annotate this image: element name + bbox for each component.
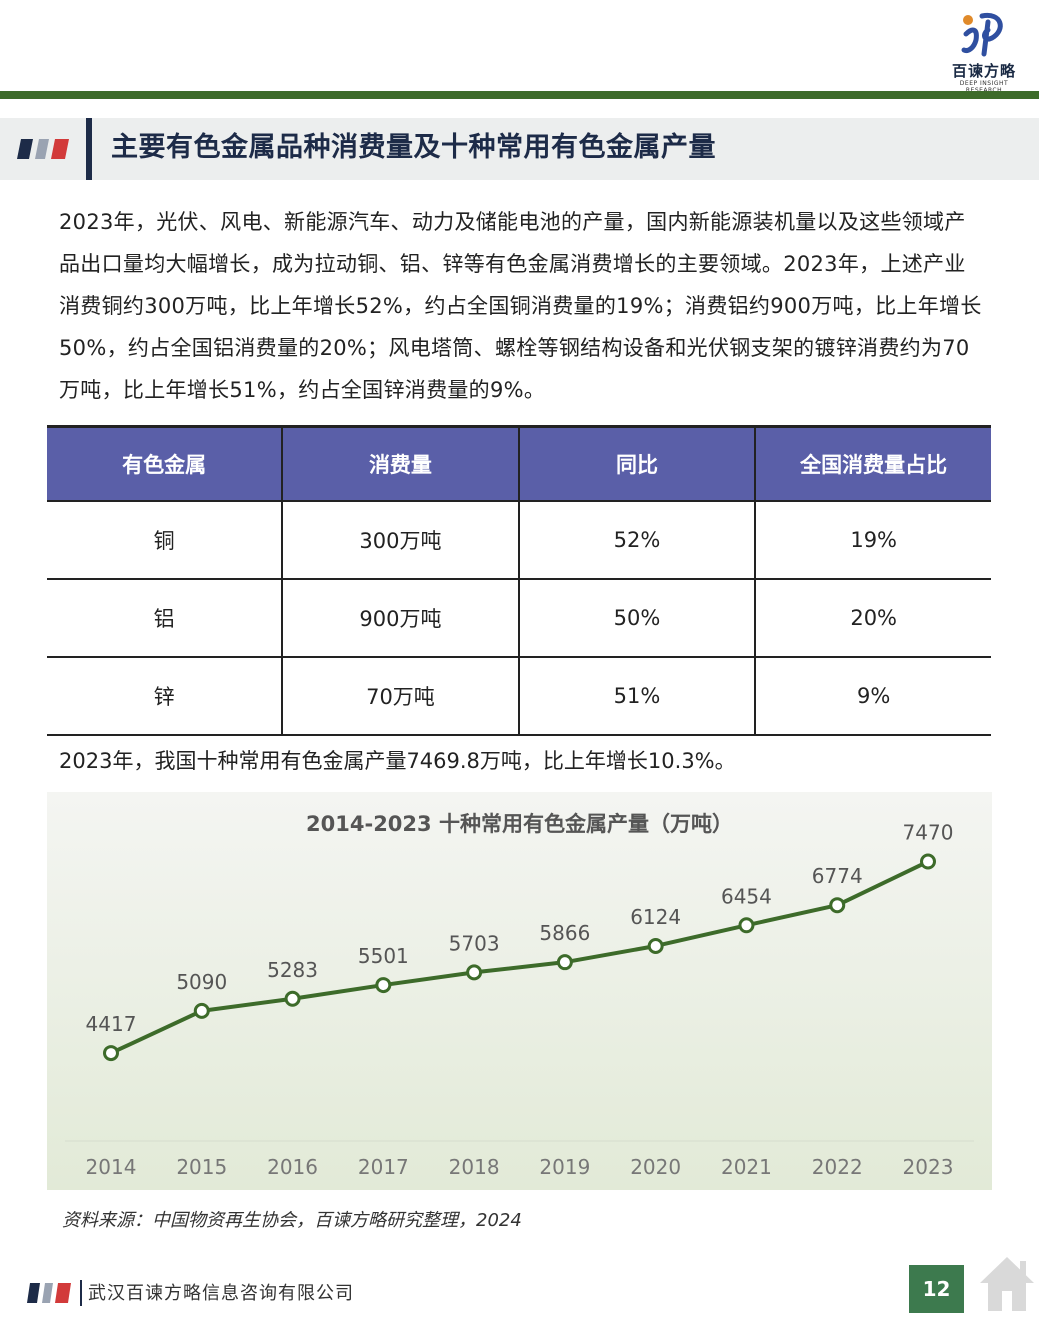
footer-flag-stripes-icon <box>27 1283 71 1303</box>
table-cell: 9% <box>755 657 991 736</box>
header-rule <box>0 91 1039 99</box>
logo-sub-text: DEEP INSIGHT RESEARCH <box>959 80 1009 94</box>
data-label: 6124 <box>630 905 681 929</box>
table-cell: 19% <box>755 501 991 580</box>
table-cell: 铝 <box>47 579 284 658</box>
table-cell: 20% <box>755 579 991 658</box>
data-point <box>647 937 664 954</box>
table-header-cell: 同比 <box>518 426 757 501</box>
chart-title: 2014-2023 十种常用有色金属产量（万吨） <box>306 812 733 836</box>
data-point <box>193 1002 210 1019</box>
table-header-row: 有色金属 消费量 同比 全国消费量占比 <box>47 426 991 501</box>
data-point <box>556 954 573 971</box>
page-title: 主要有色金属品种消费量及十种常用有色金属产量 <box>111 132 716 163</box>
table-cell: 300万吨 <box>282 501 520 580</box>
data-label: 5090 <box>176 970 227 994</box>
production-summary: 2023年，我国十种常用有色金属产量7469.8万吨，比上年增长10.3%。 <box>59 749 736 773</box>
table-cell: 52% <box>518 501 757 580</box>
data-label: 7470 <box>903 821 954 845</box>
data-label: 6774 <box>812 864 863 888</box>
data-point <box>829 897 846 914</box>
data-label: 5866 <box>539 921 590 945</box>
intro-paragraph: 2023年，光伏、风电、新能源汽车、动力及储能电池的产量，国内新能源装机量以及这… <box>59 210 982 402</box>
x-tick-label: 2021 <box>721 1155 772 1179</box>
x-tick-label: 2018 <box>449 1155 500 1179</box>
footer-divider <box>80 1280 82 1306</box>
data-point <box>103 1045 119 1062</box>
data-label: 4417 <box>86 1012 137 1036</box>
production-line-chart: 2014-2023 十种常用有色金属产量（万吨） 4417 5090 5283 550… <box>47 792 992 1190</box>
x-tick-label: 2017 <box>358 1155 409 1179</box>
x-tick-label: 2014 <box>86 1155 137 1179</box>
consumption-table: 有色金属 消费量 同比 全国消费量占比 铜 300万吨 52% 19% 铝 90… <box>47 425 991 736</box>
footer-company-name: 武汉百谏方略信息咨询有限公司 <box>88 1283 354 1304</box>
logo-brand-text: 百谏方略 <box>951 62 1016 80</box>
table-cell: 50% <box>518 579 757 658</box>
data-label: 5501 <box>358 944 409 968</box>
x-tick-label: 2016 <box>267 1155 318 1179</box>
x-tick-label: 2019 <box>539 1155 590 1179</box>
table-row: 锌 70万吨 51% 9% <box>47 657 991 736</box>
table-cell: 51% <box>518 657 757 736</box>
x-tick-label: 2015 <box>176 1155 227 1179</box>
title-divider <box>86 118 92 180</box>
table-header-cell: 有色金属 <box>47 426 284 501</box>
data-point <box>920 853 936 870</box>
table-cell: 70万吨 <box>282 657 520 736</box>
company-logo: 百谏方略 DEEP INSIGHT RESEARCH <box>944 8 1024 94</box>
page-number-badge: 12 <box>909 1265 964 1313</box>
table-cell: 锌 <box>47 657 284 736</box>
table-cell: 铜 <box>47 501 284 580</box>
x-tick-label: 2020 <box>630 1155 681 1179</box>
chart-plot: 4417 5090 5283 5501 5703 5866 6124 6454 6774 7470… <box>65 821 974 1179</box>
data-label: 6454 <box>721 884 772 908</box>
table-cell: 900万吨 <box>282 579 520 658</box>
data-label: 5703 <box>449 931 500 955</box>
logo-mark-icon <box>961 12 1003 57</box>
flag-stripes-icon <box>17 139 69 159</box>
table-header-cell: 消费量 <box>282 426 520 501</box>
home-icon[interactable] <box>978 1253 1036 1313</box>
source-note: 资料来源：中国物资再生协会，百谏方略研究整理，2024 <box>62 1210 522 1231</box>
table-header-cell: 全国消费量占比 <box>755 426 991 501</box>
data-point <box>738 917 755 934</box>
data-point <box>375 977 392 994</box>
table-row: 铝 900万吨 50% 20% <box>47 579 991 658</box>
table-row: 铜 300万吨 52% 19% <box>47 501 991 580</box>
x-tick-label: 2023 <box>903 1155 954 1179</box>
data-label: 5283 <box>267 958 318 982</box>
series-line <box>110 859 929 1055</box>
data-point <box>466 964 483 981</box>
data-point <box>284 990 301 1007</box>
x-tick-label: 2022 <box>812 1155 863 1179</box>
section-title-bar <box>0 118 1039 180</box>
